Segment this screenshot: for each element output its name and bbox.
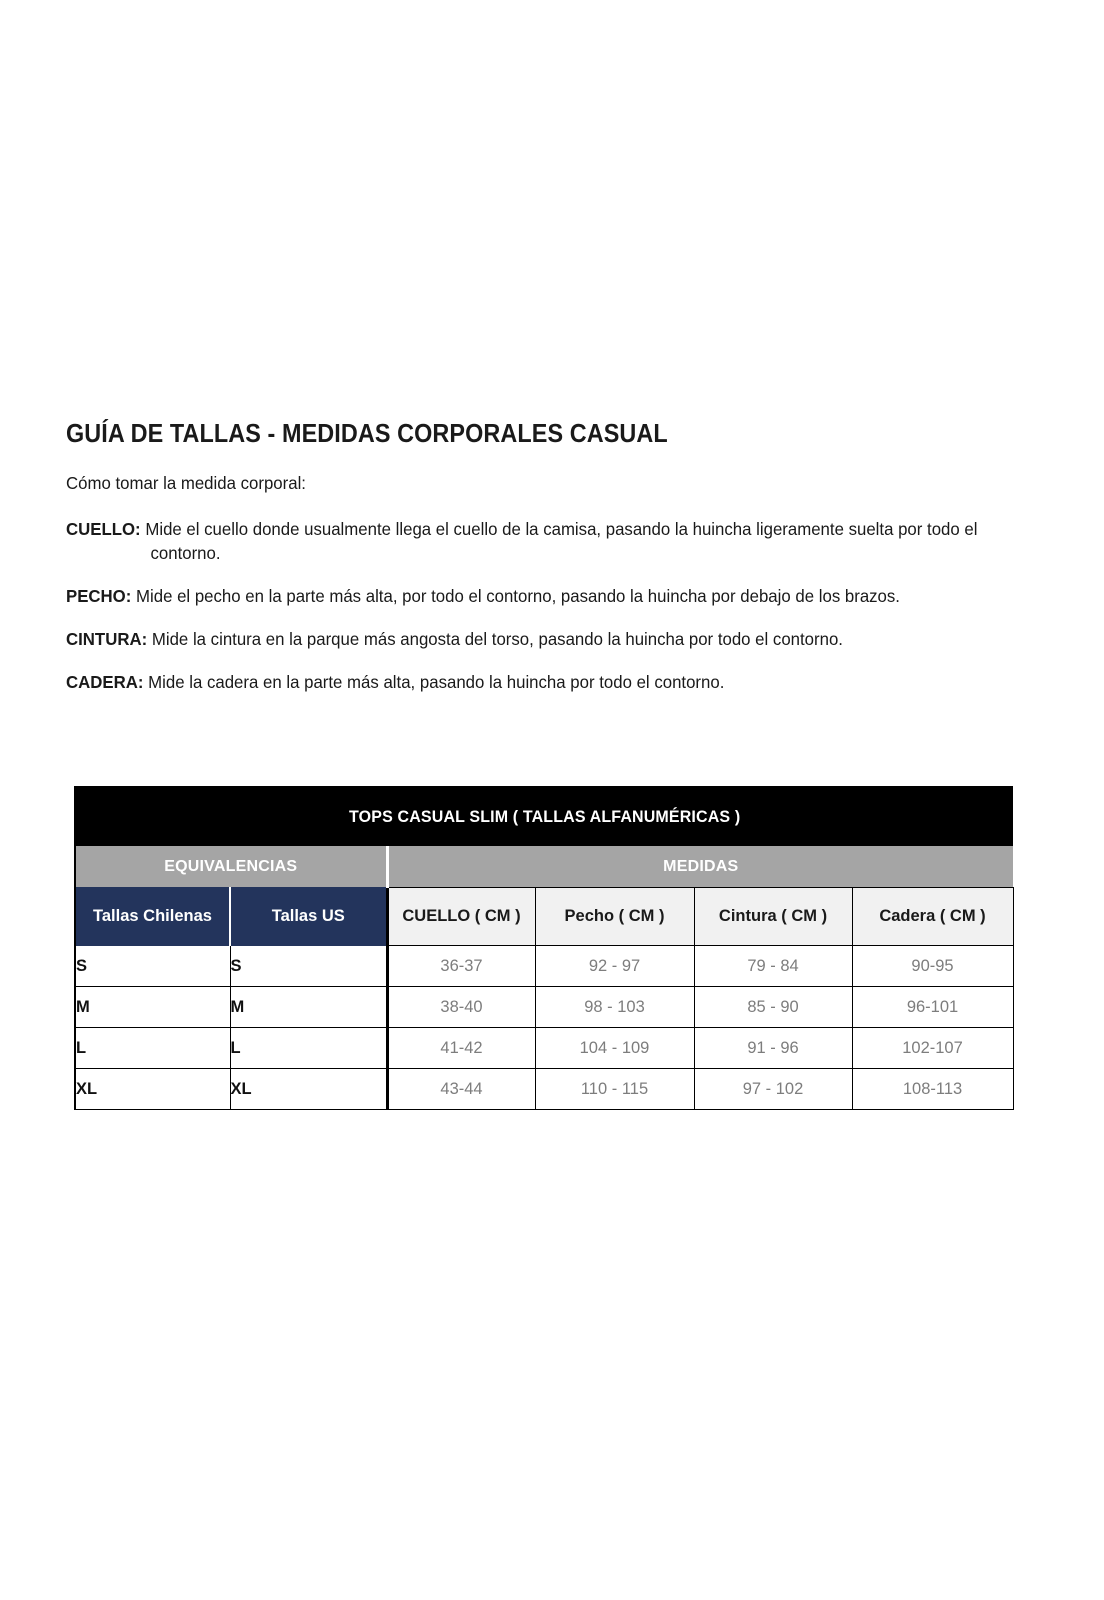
- table-banner-row: TOPS CASUAL SLIM ( TALLAS ALFANUMÉRICAS …: [73, 786, 1014, 846]
- cell-cuello: 41-42: [385, 1027, 536, 1069]
- table-row: XL XL 43-44 110 - 115 97 - 102 108-113: [74, 1068, 1014, 1110]
- cell-cadera: 96-101: [851, 986, 1014, 1028]
- cell-pecho: 104 - 109: [534, 1027, 695, 1069]
- table-group-header-row: EQUIVALENCIAS MEDIDAS: [74, 846, 1014, 888]
- instruction-pecho-label: PECHO:: [66, 585, 132, 606]
- table-column-header-row: Tallas Chilenas Tallas US CUELLO ( CM ) …: [74, 887, 1014, 946]
- instruction-cintura: CINTURA: Mide la cintura en la parque má…: [66, 628, 992, 651]
- column-header-cintura: Cintura ( CM ): [693, 887, 853, 946]
- instruction-pecho: PECHO: Mide el pecho en la parte más alt…: [66, 585, 992, 608]
- size-chart-table: TOPS CASUAL SLIM ( TALLAS ALFANUMÉRICAS …: [73, 786, 1014, 1110]
- cell-talla-chilena: S: [74, 945, 231, 987]
- column-header-cuello: CUELLO ( CM ): [385, 887, 536, 946]
- cell-cintura: 79 - 84: [693, 945, 853, 987]
- cell-cintura: 97 - 102: [693, 1068, 853, 1110]
- cell-pecho: 110 - 115: [534, 1068, 695, 1110]
- instruction-cuello-text: Mide el cuello donde usualmente llega el…: [140, 519, 978, 563]
- cell-talla-chilena: L: [74, 1027, 231, 1069]
- column-header-cadera: Cadera ( CM ): [851, 887, 1014, 946]
- instruction-cadera-text: Mide la cadera en la parte más alta, pas…: [143, 672, 725, 693]
- cell-cadera: 90-95: [851, 945, 1014, 987]
- cell-talla-chilena: XL: [74, 1068, 231, 1110]
- table-row: M M 38-40 98 - 103 85 - 90 96-101: [74, 986, 1014, 1028]
- cell-talla-us: L: [229, 1027, 389, 1069]
- instruction-cuello: CUELLO: Mide el cuello donde usualmente …: [66, 518, 992, 565]
- cell-talla-us: XL: [229, 1068, 389, 1110]
- cell-pecho: 92 - 97: [534, 945, 695, 987]
- instruction-cintura-text: Mide la cintura en la parque más angosta…: [147, 629, 843, 650]
- cell-cintura: 85 - 90: [693, 986, 853, 1028]
- cell-talla-us: M: [229, 986, 389, 1028]
- instruction-pecho-text: Mide el pecho en la parte más alta, por …: [131, 585, 900, 606]
- cell-talla-us: S: [229, 945, 389, 987]
- cell-cuello: 36-37: [385, 945, 536, 987]
- page-title: GUÍA DE TALLAS - MEDIDAS CORPORALES CASU…: [66, 418, 668, 448]
- column-header-tallas-us: Tallas US: [229, 887, 388, 946]
- cell-cuello: 38-40: [385, 986, 536, 1028]
- cell-cadera: 102-107: [851, 1027, 1014, 1069]
- table-banner-cell: TOPS CASUAL SLIM ( TALLAS ALFANUMÉRICAS …: [73, 786, 1014, 846]
- table-row: L L 41-42 104 - 109 91 - 96 102-107: [74, 1027, 1014, 1069]
- cell-cadera: 108-113: [851, 1068, 1014, 1110]
- intro-lead: Cómo tomar la medida corporal:: [66, 473, 306, 493]
- cell-cuello: 43-44: [385, 1068, 536, 1110]
- cell-pecho: 98 - 103: [534, 986, 695, 1028]
- column-header-tallas-chilenas: Tallas Chilenas: [74, 887, 231, 946]
- instructions-block: Cómo tomar la medida corporal: CUELLO: M…: [66, 472, 1031, 715]
- table-row: S S 36-37 92 - 97 79 - 84 90-95: [74, 945, 1014, 987]
- group-header-equivalencias: EQUIVALENCIAS: [74, 846, 389, 888]
- cell-talla-chilena: M: [74, 986, 231, 1028]
- group-header-medidas: MEDIDAS: [387, 846, 1014, 888]
- table-banner-label: TOPS CASUAL SLIM ( TALLAS ALFANUMÉRICAS …: [348, 807, 741, 826]
- instruction-cuello-label: CUELLO:: [66, 519, 141, 540]
- instruction-cadera-label: CADERA:: [66, 672, 144, 693]
- column-header-pecho: Pecho ( CM ): [534, 887, 695, 946]
- instruction-cadera: CADERA: Mide la cadera en la parte más a…: [66, 671, 992, 694]
- instruction-cintura-label: CINTURA:: [66, 629, 148, 650]
- cell-cintura: 91 - 96: [693, 1027, 853, 1069]
